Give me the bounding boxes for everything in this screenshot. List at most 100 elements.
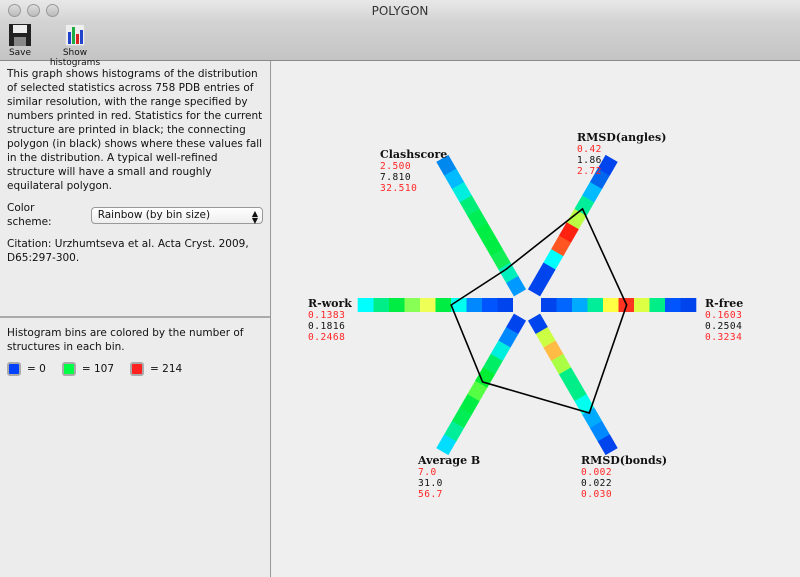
axis-label-r-free: R-free 0.1603 0.2504 0.3234 [705, 297, 744, 343]
floppy-disk-icon [6, 22, 34, 48]
histogram-bin [556, 298, 573, 312]
save-button[interactable]: Save [6, 22, 34, 58]
color-scheme-value: Rainbow (by bin size) [97, 208, 211, 221]
axis-label-clashscore: Clashscore 2.500 7.810 32.510 [380, 148, 448, 194]
window-title: POLYGON [371, 4, 429, 18]
histogram-bin [459, 394, 480, 415]
legend-pane: Histogram bins are colored by the number… [0, 320, 270, 577]
histogram-bin [543, 340, 564, 362]
legend-swatch-low [7, 362, 21, 376]
histogram-axis-r-free [541, 298, 697, 312]
histogram-bin [649, 298, 666, 312]
histogram-bin [467, 208, 488, 230]
legend-swatch-mid [61, 362, 76, 376]
toolbar: Save Show histograms [0, 22, 800, 68]
histogram-bin [527, 313, 548, 335]
histogram-bin [535, 327, 556, 348]
histogram-bin [566, 380, 587, 402]
histogram-bin [551, 353, 572, 375]
histogram-bin [373, 298, 389, 312]
histogram-bin [444, 168, 465, 189]
histogram-bin [450, 298, 467, 312]
histogram-bin [490, 340, 511, 362]
citation-text: Citation: Urzhumtseva et al. Acta Cryst.… [7, 238, 249, 264]
histogram-bin [597, 154, 618, 176]
histogram-bin [589, 421, 610, 442]
histogram-bin [490, 248, 511, 270]
histogram-bin [444, 421, 465, 442]
color-legend: = 0 = 107 = 214 [7, 362, 263, 376]
histogram-axis-rmsd-bonds [527, 313, 618, 456]
save-label: Save [8, 48, 32, 58]
histogram-axis-r-work [357, 298, 513, 312]
histogram-bin [482, 353, 503, 375]
histogram-bin [665, 298, 681, 312]
legend-label-high: = 214 [150, 363, 183, 375]
histogram-bin [506, 313, 527, 335]
histogram-bin [543, 248, 564, 270]
histogram-bin [603, 298, 619, 312]
histogram-bin [535, 262, 556, 283]
histogram-bin [551, 235, 572, 257]
histogram-bin [467, 380, 488, 402]
axis-label-average-b: Average B 7.0 31.0 56.7 [418, 454, 481, 500]
minimize-button[interactable] [27, 4, 40, 17]
title-bar: POLYGON [0, 0, 800, 22]
description-text: This graph shows histograms of the distr… [7, 68, 263, 192]
histogram-bin [558, 367, 579, 389]
histogram-axis-average-b [436, 313, 527, 456]
show-histograms-label: Show histograms [49, 48, 101, 68]
histogram-bin [451, 181, 472, 203]
zoom-button[interactable] [46, 4, 59, 17]
histogram-bin [566, 208, 587, 230]
histogram-bin [357, 298, 374, 312]
histogram-bin [388, 298, 405, 312]
histogram-bin [459, 195, 480, 216]
legend-swatch-high [130, 362, 145, 376]
updown-arrows-icon: ▲ ▼ [251, 208, 258, 225]
histogram-bin [436, 154, 457, 176]
axis-label-rmsd-bonds: RMSD(bonds) 0.002 0.022 0.030 [581, 454, 668, 500]
show-histograms-button[interactable]: Show histograms [38, 22, 112, 68]
histogram-bin [482, 235, 503, 257]
histogram-bin [497, 298, 513, 312]
info-pane: This graph shows histograms of the distr… [0, 61, 270, 318]
histogram-bin [527, 275, 548, 297]
axis-label-rmsd-angles: RMSD(angles) 0.42 1.86 2.72 [577, 131, 667, 177]
histogram-bin [589, 168, 610, 189]
histogram-bin [451, 407, 472, 429]
histogram-bin [680, 298, 697, 312]
histogram-bin [498, 262, 519, 283]
histogram-icon [38, 22, 112, 48]
histogram-bin [506, 275, 527, 297]
histogram-bin [587, 298, 604, 312]
color-scheme-select[interactable]: Rainbow (by bin size) ▲ ▼ [90, 206, 263, 225]
histogram-bin [541, 298, 557, 312]
histogram-bin [404, 298, 420, 312]
histogram-bin [436, 434, 457, 456]
close-button[interactable] [8, 4, 21, 17]
left-panel: This graph shows histograms of the distr… [0, 61, 271, 577]
histogram-bin [582, 181, 603, 203]
histogram-bin [634, 298, 650, 312]
structure-polygon [450, 207, 628, 414]
histogram-bin [475, 221, 496, 243]
histogram-axis-clashscore [436, 154, 527, 297]
histogram-axis-rmsd-angles [527, 154, 618, 297]
legend-label-mid: = 107 [81, 363, 115, 375]
histogram-bin [435, 298, 451, 312]
histogram-bin [597, 434, 618, 456]
histogram-bin [481, 298, 498, 312]
legend-label-low: = 0 [27, 363, 46, 375]
color-scheme-label: Color scheme: [7, 202, 52, 228]
axis-label-r-work: R-work 0.1383 0.1816 0.2468 [308, 297, 352, 343]
polygon-chart-panel: R-work 0.1383 0.1816 0.2468 R-free 0.1603 0.2… [272, 61, 800, 577]
histogram-bin [572, 298, 588, 312]
histogram-bin [466, 298, 482, 312]
histogram-bin [475, 367, 496, 389]
histogram-bin [419, 298, 436, 312]
legend-text: Histogram bins are colored by the number… [7, 327, 244, 353]
polygon-chart [357, 154, 697, 456]
histogram-bin [558, 221, 579, 243]
histogram-bin [498, 327, 519, 348]
